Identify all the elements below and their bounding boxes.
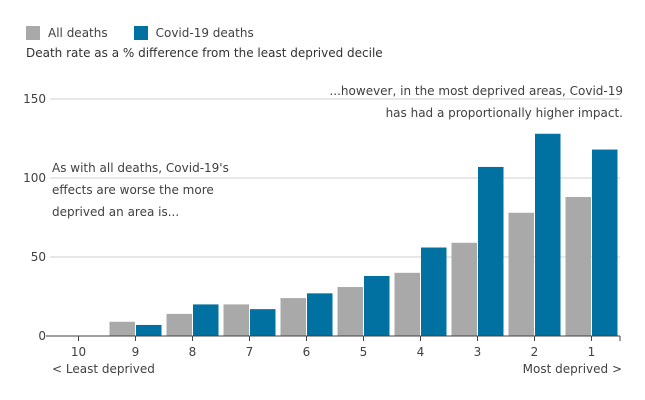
bar-all-deaths [394, 272, 420, 336]
bar-covid-deaths [478, 166, 504, 336]
x-tick-label: 10 [71, 345, 86, 359]
covid-deaths-swatch [133, 26, 148, 40]
annotation-right-line: ...however, in the most deprived areas, … [329, 84, 623, 98]
bar-all-deaths [451, 242, 477, 336]
annotation-left-line: effects are worse the more [52, 183, 214, 197]
bar-covid-deaths [193, 304, 219, 336]
bar-covid-deaths [535, 133, 561, 336]
chart-subtitle: Death rate as a % difference from the le… [26, 46, 383, 60]
y-tick-label: 150 [23, 92, 46, 106]
x-tick-label: 5 [360, 345, 368, 359]
annotation-left: As with all deaths, Covid-19's effects a… [52, 157, 252, 223]
bar-covid-deaths [592, 149, 618, 336]
legend-label-all-deaths: All deaths [48, 26, 108, 40]
bar-all-deaths [565, 196, 591, 336]
bar-all-deaths [109, 321, 135, 336]
x-tick-label: 7 [246, 345, 254, 359]
y-tick-label: 0 [38, 329, 46, 343]
annotation-right: ...however, in the most deprived areas, … [303, 80, 623, 124]
bar-all-deaths [223, 304, 249, 336]
annotation-left-line: As with all deaths, Covid-19's [52, 161, 229, 175]
annotation-right-line: has had a proportionally higher impact. [385, 106, 623, 120]
bar-covid-deaths [421, 247, 447, 336]
x-tick-label: 3 [474, 345, 482, 359]
bar-all-deaths [166, 313, 192, 336]
x-tick-label: 6 [303, 345, 311, 359]
bar-all-deaths [337, 287, 363, 336]
legend-label-covid-deaths: Covid-19 deaths [155, 26, 254, 40]
x-tick-label: 9 [132, 345, 140, 359]
bar-covid-deaths [364, 275, 390, 336]
bar-covid-deaths [136, 324, 162, 336]
legend: All deaths Covid-19 deaths [26, 26, 280, 40]
annotation-left-line: deprived an area is... [52, 205, 180, 219]
bar-all-deaths [508, 212, 534, 336]
y-tick-label: 100 [23, 171, 46, 185]
x-tick-label: 1 [588, 345, 596, 359]
bar-covid-deaths [250, 309, 276, 336]
y-tick-label: 50 [31, 250, 46, 264]
axis-end-left-label: < Least deprived [52, 362, 155, 376]
all-deaths-swatch [26, 26, 40, 40]
x-tick-label: 8 [189, 345, 197, 359]
legend-item-covid-deaths: Covid-19 deaths [133, 26, 254, 40]
axis-end-right-label: Most deprived > [522, 362, 622, 376]
x-tick-label: 2 [531, 345, 539, 359]
x-tick-label: 4 [417, 345, 425, 359]
bar-covid-deaths [307, 293, 333, 336]
legend-item-all-deaths: All deaths [26, 26, 108, 40]
bar-all-deaths [280, 298, 306, 336]
